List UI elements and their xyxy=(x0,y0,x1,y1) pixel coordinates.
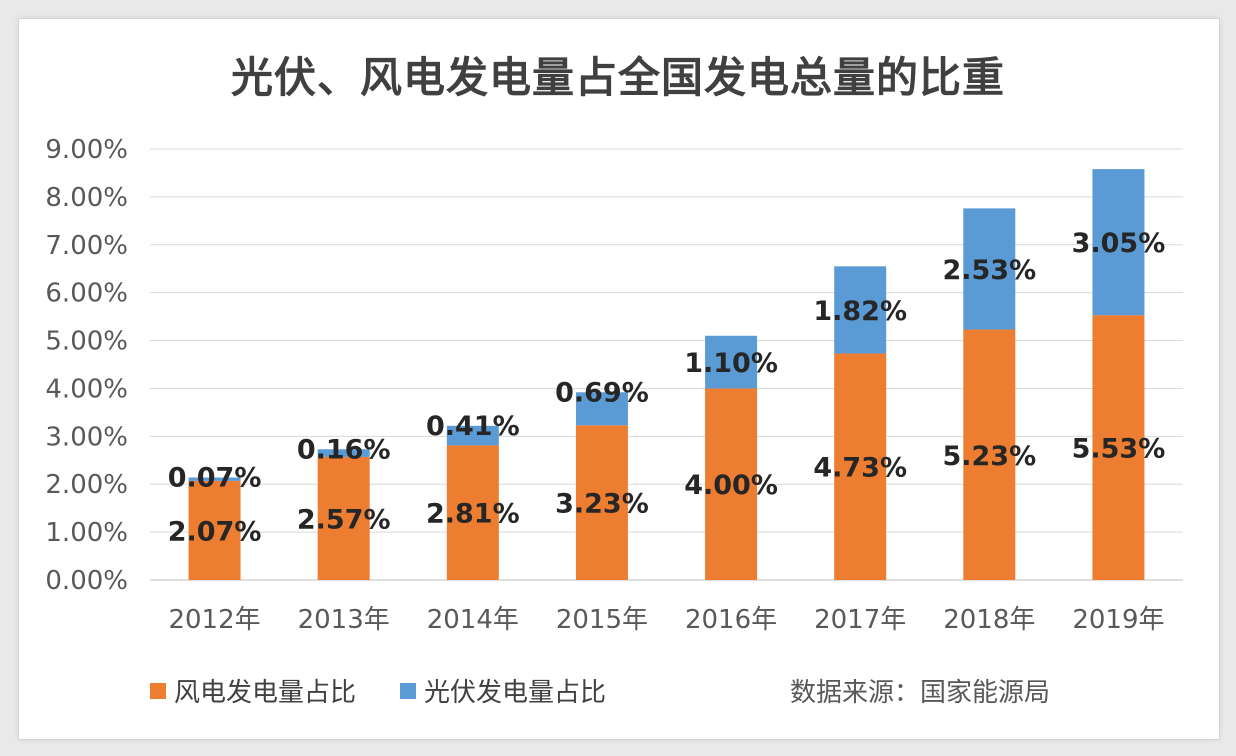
y-tick-label: 7.00% xyxy=(45,231,128,261)
data-label-solar: 1.10% xyxy=(684,348,778,379)
data-label-wind: 2.57% xyxy=(297,504,391,535)
x-tick-label: 2019年 xyxy=(1072,605,1164,635)
y-tick-label: 0.00% xyxy=(45,566,128,596)
bar-wind xyxy=(705,388,758,580)
data-label-wind: 4.00% xyxy=(684,470,778,501)
bar-solar xyxy=(963,208,1016,330)
legend-swatch-wind xyxy=(150,682,166,699)
x-tick-label: 2013年 xyxy=(298,605,390,635)
data-label-solar: 1.82% xyxy=(813,296,907,327)
y-tick-label: 1.00% xyxy=(45,518,128,548)
data-label-wind: 4.73% xyxy=(813,453,907,484)
y-tick-label: 8.00% xyxy=(45,183,128,213)
bar-solar xyxy=(1092,169,1145,316)
bar-solar xyxy=(188,477,241,481)
data-label-solar: 0.41% xyxy=(426,411,520,442)
y-tick-label: 9.00% xyxy=(45,135,128,165)
legend-label-wind: 风电发电量占比 xyxy=(174,678,357,708)
bar-solar xyxy=(317,449,370,457)
bar-solar xyxy=(446,425,499,446)
bar-wind xyxy=(575,425,628,580)
x-axis-ticks: 2012年 2013年 2014年 2015年 2016年 2017年 2018年 2019年 xyxy=(168,605,1164,635)
bars xyxy=(188,169,1145,580)
data-label-wind: 5.53% xyxy=(1072,434,1166,465)
data-label-solar: 2.53% xyxy=(942,255,1036,286)
bar-solar xyxy=(705,335,758,389)
bar-wind xyxy=(188,480,241,580)
y-axis-ticks: 0.00% 1.00% 2.00% 3.00% 4.00% 5.00% 6.00% 7.00%… xyxy=(45,135,128,596)
data-label-wind: 3.23% xyxy=(555,489,649,520)
data-label-wind: 2.07% xyxy=(168,516,262,547)
x-tick-label: 2014年 xyxy=(427,605,519,635)
bar-wind xyxy=(317,456,370,580)
y-tick-label: 5.00% xyxy=(45,327,128,357)
chart-title: 光伏、风电发电量占全国发电总量的比重 xyxy=(230,53,1005,102)
y-tick-label: 4.00% xyxy=(45,374,128,404)
bar-wind xyxy=(963,329,1016,580)
data-label-solar: 0.07% xyxy=(168,463,262,494)
data-labels: 2.07% 0.07% 2.57% 0.16% 2.81% 0.41% 3.23% 0.69%… xyxy=(168,228,1166,547)
bar-solar xyxy=(834,266,887,354)
x-tick-label: 2012年 xyxy=(168,605,260,635)
chart-frame xyxy=(18,18,1220,740)
data-label-solar: 0.16% xyxy=(297,434,391,465)
y-tick-label: 2.00% xyxy=(45,470,128,500)
x-tick-label: 2015年 xyxy=(556,605,648,635)
legend-swatch-solar xyxy=(400,682,416,699)
source-note: 数据来源：国家能源局 xyxy=(790,678,1051,708)
data-label-wind: 2.81% xyxy=(426,499,520,530)
y-tick-label: 6.00% xyxy=(45,279,128,309)
bar-solar xyxy=(575,392,628,426)
x-tick-label: 2017年 xyxy=(814,605,906,635)
y-tick-label: 3.00% xyxy=(45,422,128,452)
data-label-solar: 0.69% xyxy=(555,377,649,408)
legend-label-solar: 光伏发电量占比 xyxy=(424,678,607,708)
data-label-solar: 3.05% xyxy=(1072,228,1166,259)
data-label-wind: 5.23% xyxy=(942,441,1036,472)
legend-item-wind: 风电发电量占比 xyxy=(150,672,356,709)
bar-wind xyxy=(834,353,887,580)
legend-item-solar: 光伏发电量占比 xyxy=(400,672,606,709)
x-tick-label: 2018年 xyxy=(943,605,1035,635)
bar-wind xyxy=(1092,315,1145,580)
bar-wind xyxy=(446,445,499,580)
x-tick-label: 2016年 xyxy=(685,605,777,635)
